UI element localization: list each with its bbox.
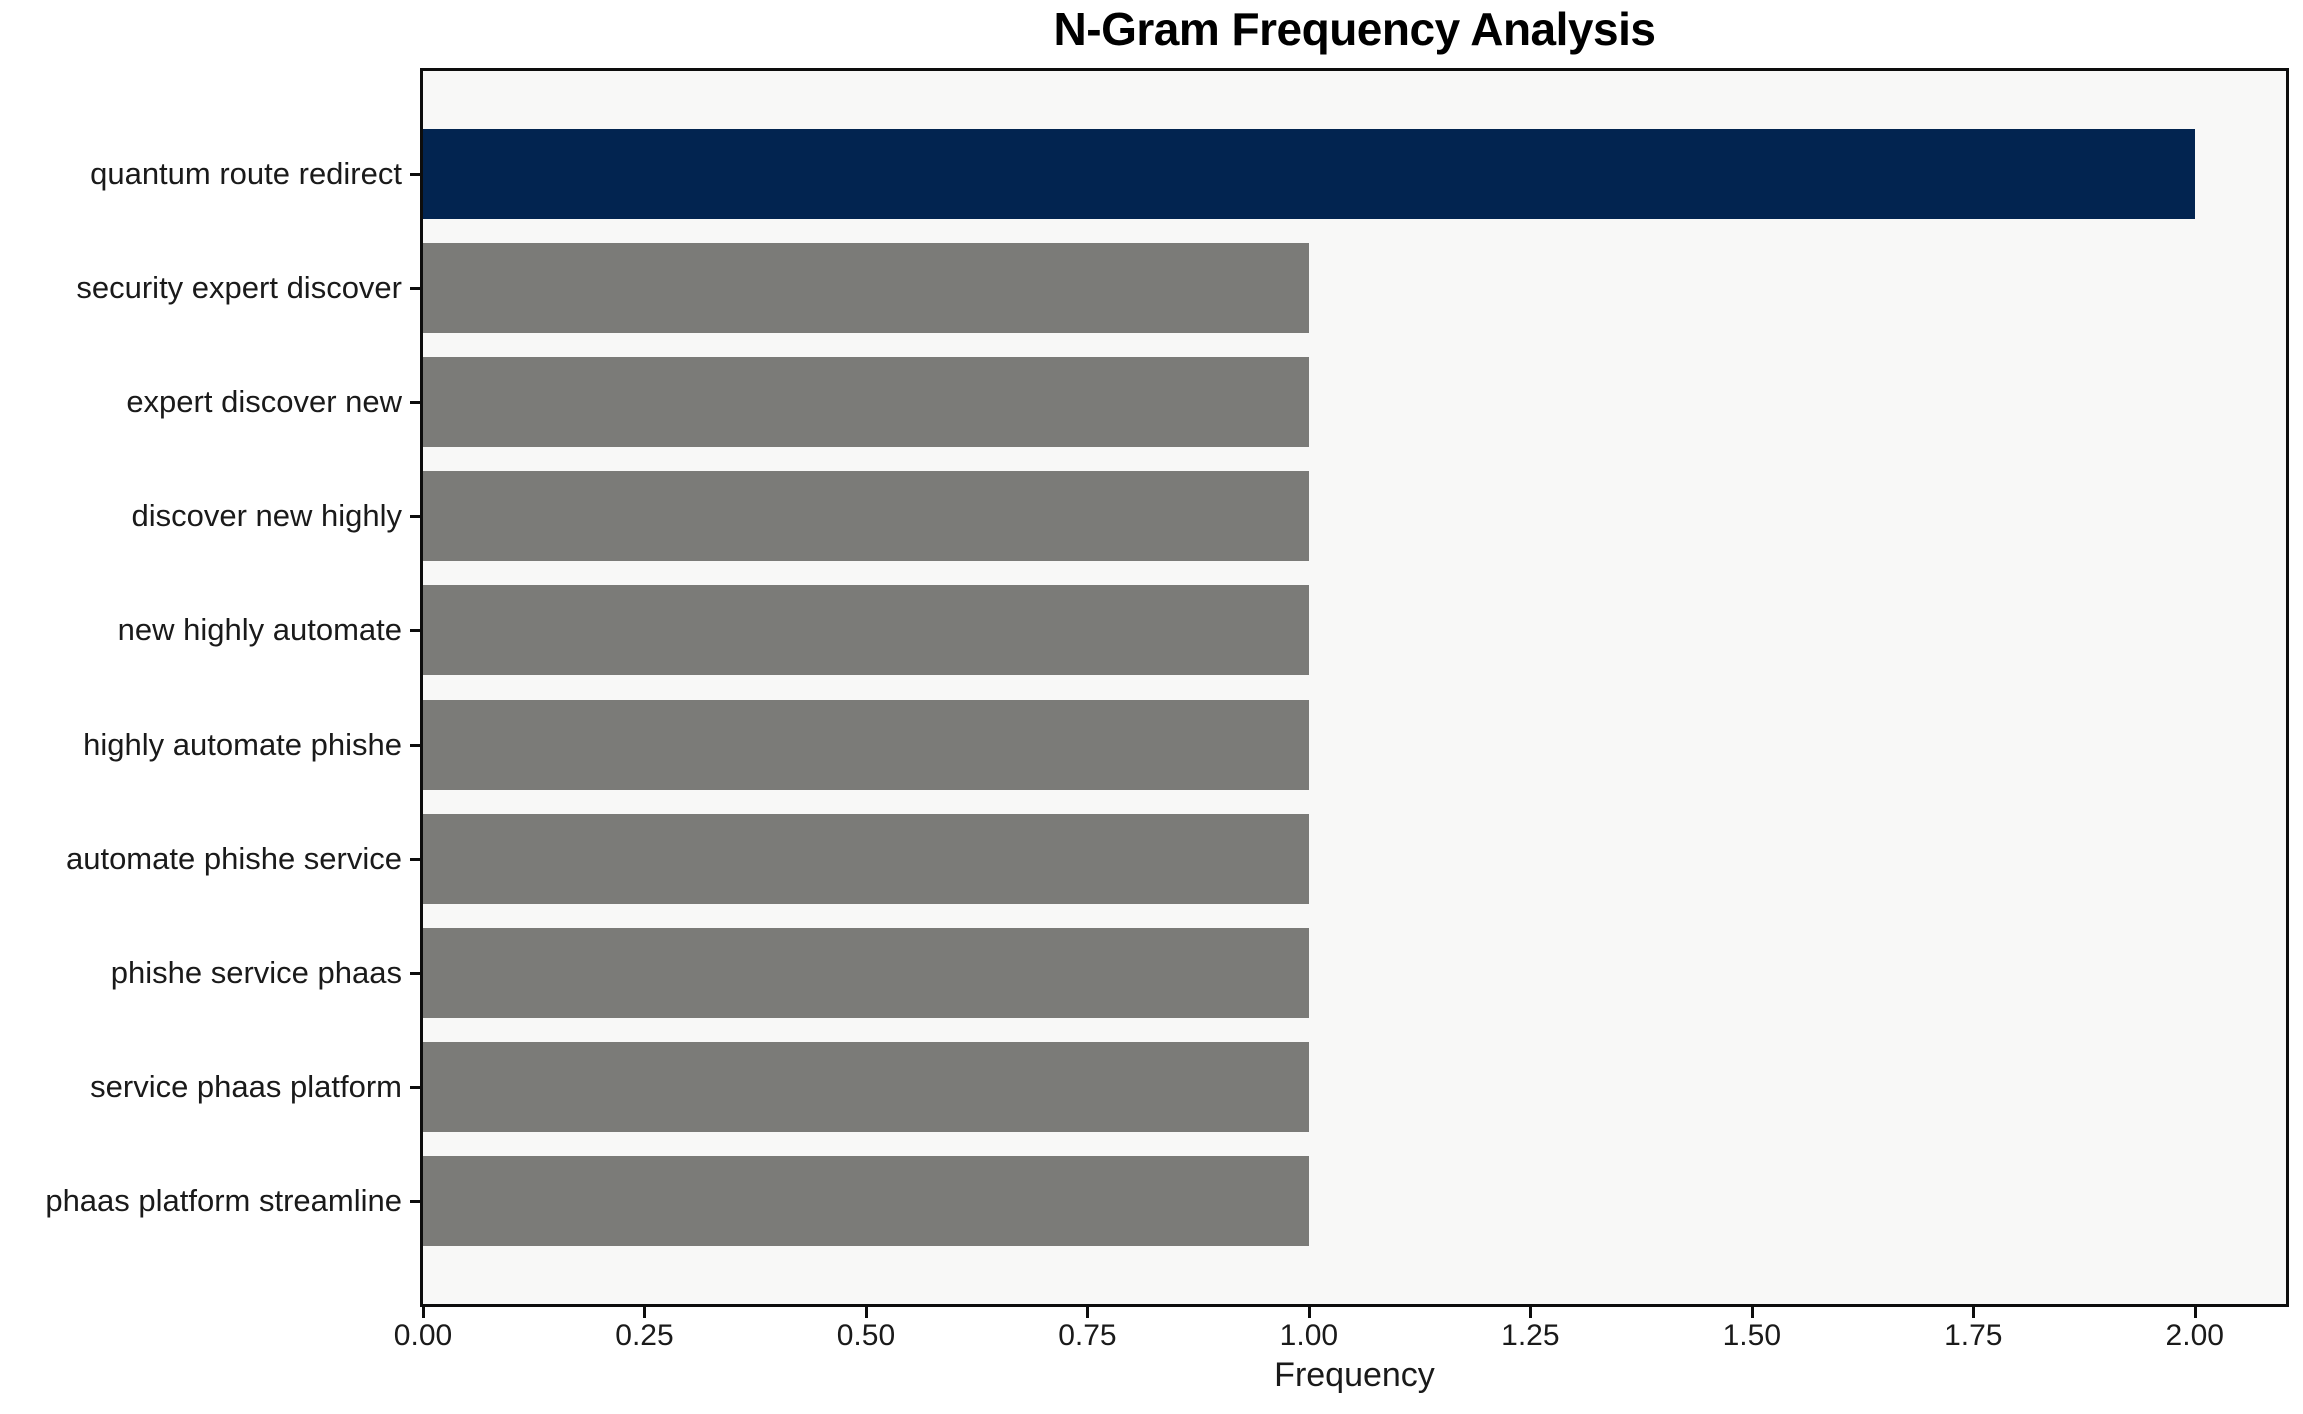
y-tick-label: discover new highly [131,498,402,534]
chart-title: N-Gram Frequency Analysis [1053,3,1656,55]
y-tick-mark [410,1085,422,1089]
plot-area [420,68,2289,1307]
y-tick-mark [410,857,422,861]
y-tick-label: highly automate phishe [83,726,402,762]
bar [423,243,1309,334]
bar [423,357,1309,448]
bar [423,471,1309,562]
y-tick-label: automate phishe service [65,840,402,876]
x-tick-mark [2193,1307,2197,1318]
y-tick-mark [410,401,422,405]
x-tick-label: 1.00 [1279,1319,1339,1352]
y-tick-mark [410,287,422,291]
y-tick-mark [410,173,422,176]
y-tick-mark [410,971,422,975]
x-axis-label: Frequency [1274,1356,1435,1394]
x-tick-mark [864,1307,868,1318]
y-tick-mark [410,743,422,747]
x-tick-mark [1529,1307,1533,1318]
x-tick-mark [643,1307,647,1318]
bar [423,927,1309,1018]
bar [423,585,1309,676]
bar [423,1041,1309,1132]
x-tick-mark [1972,1307,1976,1318]
y-tick-label: security expert discover [76,270,402,306]
y-tick-mark [410,515,422,519]
y-tick-label: quantum route redirect [90,156,402,191]
x-tick-label: 0.75 [1058,1319,1117,1352]
x-tick-label: 1.75 [1944,1319,2003,1352]
y-tick-mark [410,1200,422,1203]
x-tick-mark [422,1307,425,1318]
y-tick-mark [410,629,422,633]
bar [423,813,1309,904]
y-tick-label: phishe service phaas [110,954,402,990]
y-tick-label: service phaas platform [90,1068,402,1104]
x-tick-mark [1086,1307,1090,1318]
y-tick-label: expert discover new [126,384,402,420]
x-tick-label: 1.25 [1501,1319,1560,1352]
bar [423,699,1309,790]
x-tick-label: 1.50 [1722,1319,1781,1352]
x-tick-label: 2.00 [2165,1319,2224,1352]
x-tick-label: 0.00 [393,1319,453,1352]
x-tick-mark [1307,1307,1311,1318]
bar [423,129,2195,219]
x-tick-label: 0.50 [836,1319,896,1352]
x-tick-mark [1750,1307,1754,1318]
y-tick-label: phaas platform streamline [45,1183,402,1218]
x-tick-label: 0.25 [615,1319,674,1352]
bar [423,1156,1309,1246]
y-tick-label: new highly automate [117,612,402,648]
